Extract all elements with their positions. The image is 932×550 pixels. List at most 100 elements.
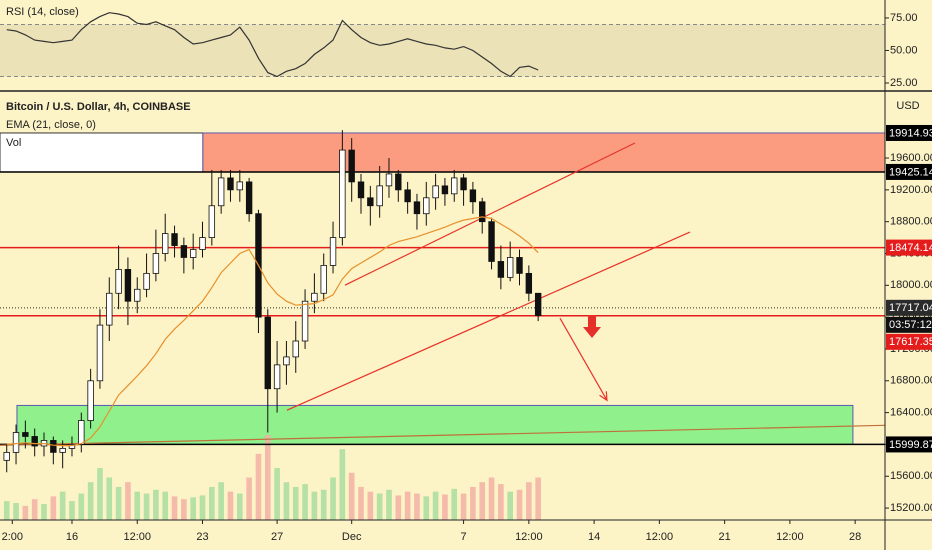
volume-bar — [237, 493, 243, 520]
candle-body — [329, 237, 337, 266]
candle-body — [124, 269, 132, 302]
volume-bar — [22, 505, 29, 520]
price-label-box — [886, 333, 932, 350]
candle-body — [339, 149, 346, 238]
candle-body — [404, 189, 411, 203]
candle-body — [479, 201, 486, 223]
candle-body — [395, 173, 402, 191]
volume-bar — [311, 491, 318, 520]
candle-body — [236, 181, 244, 191]
candle-body — [208, 205, 216, 238]
y-tick-label: 75.00 — [890, 12, 918, 24]
volume-bar — [460, 493, 467, 520]
ema-line — [6, 216, 539, 447]
candle-body — [59, 448, 66, 453]
volume-bar — [320, 489, 327, 520]
volume-bar — [376, 493, 383, 520]
trend-line — [344, 142, 636, 286]
zone — [202, 132, 886, 173]
trend-line — [559, 317, 608, 401]
trend-line — [0, 424, 886, 446]
volume-bar — [3, 501, 10, 520]
volume-bar — [470, 486, 476, 520]
candle-body — [50, 440, 57, 453]
volume-bar — [134, 491, 141, 520]
y-tick-label: 25.00 — [890, 77, 918, 89]
candle-body — [525, 272, 533, 294]
y-tick-label: 15200.00 — [890, 502, 932, 514]
down-arrow-icon — [583, 315, 601, 338]
candle-body — [432, 185, 439, 199]
candle-body — [348, 149, 355, 183]
plot: 25.00 50.00 75.00 — [0, 12, 918, 520]
volume-bar — [209, 486, 215, 520]
candle-body — [320, 265, 327, 294]
zone — [0, 132, 204, 173]
price-label-box — [886, 299, 932, 316]
price-label-box — [886, 163, 932, 180]
x-tick-label: 27 — [271, 531, 283, 543]
y-tick-label: 15600.00 — [890, 470, 932, 482]
volume-bar — [218, 482, 224, 520]
x-tick-label: 2:00 — [2, 531, 23, 543]
candle-body — [357, 181, 365, 199]
rsi-band — [0, 24, 885, 77]
volume-bar — [526, 482, 532, 520]
candle-body — [516, 257, 523, 274]
candle-body — [143, 272, 150, 290]
candle-body — [199, 237, 206, 250]
volume-bar — [274, 468, 280, 520]
price-label: 17717.04 — [889, 302, 932, 314]
y-tick-label: 18000.00 — [890, 279, 932, 291]
candle-body — [460, 177, 467, 191]
volume-bar — [97, 468, 103, 520]
candle-body — [534, 292, 542, 316]
volume-bar — [181, 499, 187, 520]
x-tick-label: 7 — [461, 531, 467, 543]
volume-bar — [358, 486, 364, 520]
volume-bar — [516, 489, 523, 520]
candle-body — [3, 451, 10, 461]
volume-bar — [41, 503, 47, 520]
volume-bar — [13, 503, 19, 520]
candle-body — [189, 249, 197, 258]
candle-body — [134, 288, 141, 302]
candle-body — [273, 364, 281, 390]
x-tick-label: 12:00 — [776, 531, 804, 543]
volume-bar — [386, 489, 392, 520]
volume-bar — [143, 493, 150, 520]
x-tick-label: Dec — [342, 531, 362, 543]
zone — [16, 404, 854, 445]
y-tick-label: 16400.00 — [890, 407, 932, 419]
candle-body — [469, 189, 477, 203]
price-label: 17617.35 — [889, 336, 932, 348]
price-label: 19914.93 — [889, 127, 932, 139]
volume-bar — [488, 477, 495, 520]
legend-volume: Vol — [6, 137, 21, 149]
volume-bar — [479, 482, 486, 520]
candle-body — [106, 292, 113, 326]
volume-bar — [498, 484, 504, 520]
volume-bar — [348, 472, 355, 520]
candle-body — [115, 269, 122, 294]
volume-bar — [115, 486, 122, 520]
candle-body — [22, 432, 29, 437]
volume-bar — [78, 493, 85, 520]
volume-bar — [339, 449, 346, 520]
rsi-line — [6, 12, 539, 78]
candle-body — [96, 324, 104, 382]
axis-unit: USD — [896, 100, 919, 112]
candle-body — [78, 420, 85, 445]
price-label-box — [886, 124, 932, 141]
volume-bar — [153, 489, 159, 520]
volume-bar — [302, 484, 308, 520]
volume-bar — [442, 494, 448, 520]
y-tick-label: 50.00 — [890, 44, 918, 56]
candle-body — [283, 356, 290, 366]
volume-bar — [50, 496, 57, 520]
legend-ema: EMA (21, close, 0) — [6, 119, 96, 131]
volume-bar — [451, 488, 458, 520]
price-label-box — [886, 436, 932, 453]
candle-body — [488, 221, 495, 262]
